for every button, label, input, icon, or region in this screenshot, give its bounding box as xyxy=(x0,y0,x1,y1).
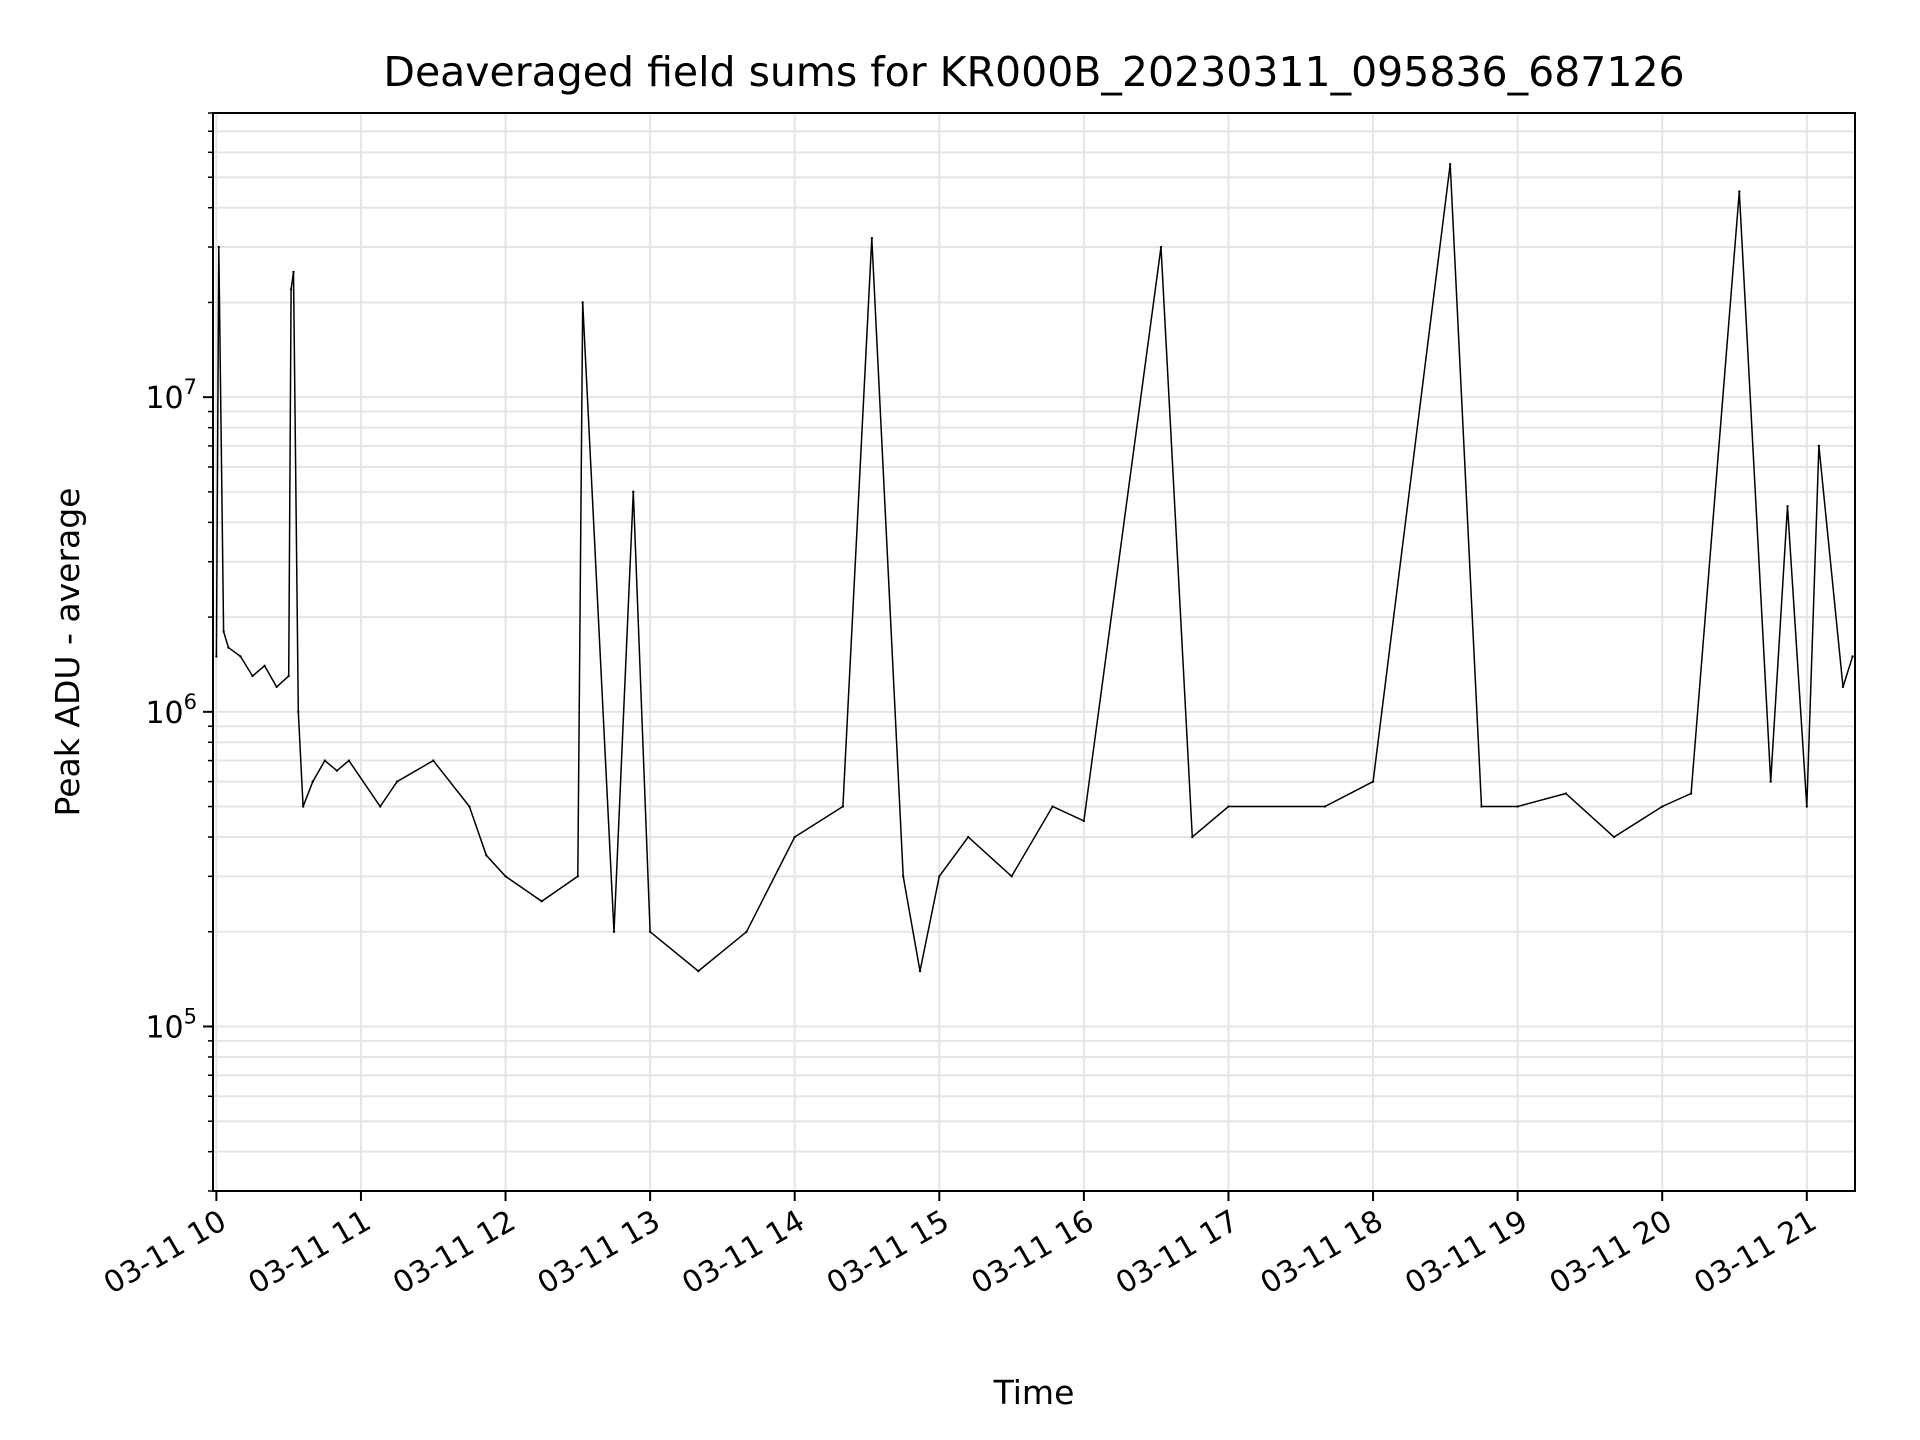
data-point xyxy=(222,630,225,633)
data-point xyxy=(287,674,290,678)
y-tick-label: 105 xyxy=(145,1004,197,1045)
data-point xyxy=(1841,685,1845,689)
y-axis-label: Peak ADU - average xyxy=(48,488,87,817)
data-point xyxy=(1817,444,1821,448)
data-point xyxy=(1612,835,1616,839)
data-point xyxy=(311,780,314,783)
data-point xyxy=(576,875,580,878)
y-axis: 105 106 107 xyxy=(145,112,213,1192)
data-point xyxy=(793,835,796,839)
data-point xyxy=(292,270,295,274)
data-point xyxy=(1564,792,1568,795)
data-point xyxy=(1010,875,1013,878)
data-point xyxy=(1082,819,1086,823)
data-point xyxy=(1661,805,1664,808)
data-point xyxy=(648,930,652,933)
data-point xyxy=(1448,163,1452,166)
data-point xyxy=(540,900,543,903)
data-point xyxy=(1516,805,1519,808)
data-point xyxy=(379,805,382,808)
data-point xyxy=(632,490,635,494)
data-point xyxy=(504,875,507,878)
data-point xyxy=(870,237,874,240)
data-point xyxy=(239,655,242,658)
data-point xyxy=(745,930,748,933)
data-point xyxy=(1227,805,1230,808)
data-point xyxy=(1786,505,1789,508)
y-tick-label: 107 xyxy=(145,375,197,416)
data-point xyxy=(301,805,305,808)
data-point xyxy=(289,288,293,291)
data-point xyxy=(297,710,300,714)
series-layer xyxy=(215,163,1854,973)
data-point xyxy=(938,875,941,878)
data-point xyxy=(227,646,230,649)
data-point xyxy=(901,875,905,878)
data-point xyxy=(841,805,845,808)
data-point xyxy=(468,805,471,808)
data-point xyxy=(581,301,584,304)
data-point xyxy=(217,245,220,249)
series-line xyxy=(215,164,1854,973)
data-point xyxy=(1323,805,1327,808)
data-point xyxy=(1805,805,1809,808)
data-point xyxy=(1480,805,1483,808)
data-point xyxy=(967,835,970,839)
y-tick-label: 106 xyxy=(145,690,197,731)
data-point xyxy=(1371,780,1375,783)
data-point xyxy=(347,759,351,762)
plot-area xyxy=(215,163,1854,973)
data-point xyxy=(215,655,218,658)
data-point xyxy=(251,674,254,678)
data-point xyxy=(697,969,700,973)
data-point xyxy=(1689,792,1693,795)
x-axis-label: Time xyxy=(993,1373,1075,1412)
data-point xyxy=(918,969,922,973)
data-point xyxy=(485,854,488,857)
data-point xyxy=(395,780,399,783)
data-point xyxy=(612,930,616,933)
data-point xyxy=(1051,805,1054,808)
data-point xyxy=(1769,780,1772,783)
data-point xyxy=(1191,835,1194,839)
data-point xyxy=(432,759,435,762)
data-point xyxy=(263,664,266,668)
data-point xyxy=(335,769,339,772)
data-point xyxy=(1738,190,1741,193)
data-point xyxy=(275,685,278,689)
chart-title: Deaveraged field sums for KR000B_2023031… xyxy=(383,48,1684,96)
data-point xyxy=(323,759,327,762)
data-point xyxy=(1159,245,1163,249)
plot-frame xyxy=(212,112,1856,1192)
data-point xyxy=(1851,655,1854,658)
